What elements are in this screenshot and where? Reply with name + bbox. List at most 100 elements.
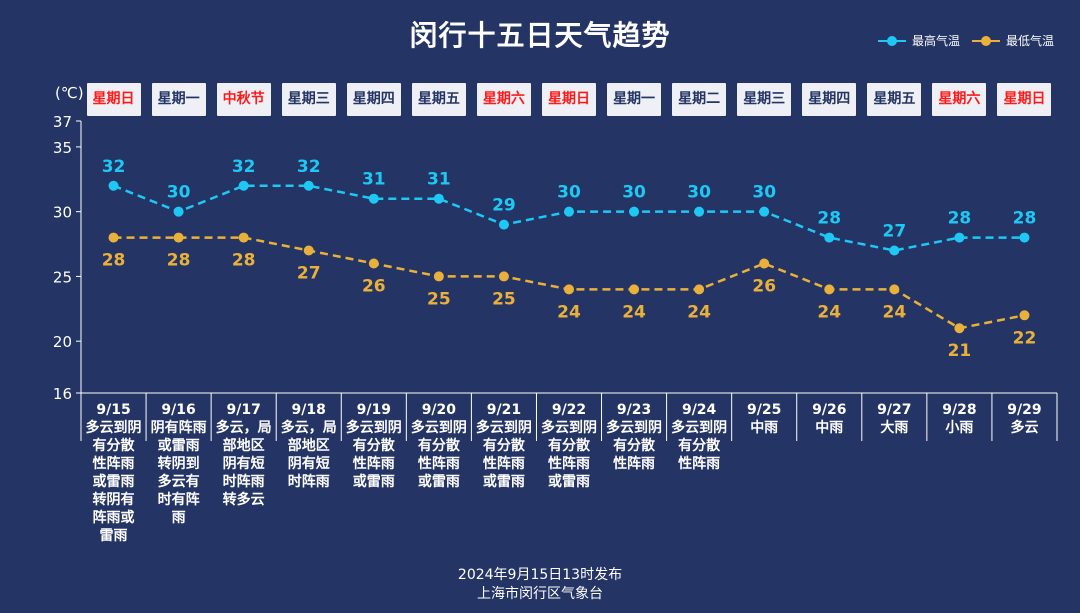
weather-description-line: 性阵雨 (678, 455, 720, 472)
x-tick-label: 9/23 (617, 402, 651, 418)
weather-description-line: 阴有短 (288, 455, 330, 472)
high-temp-point (629, 206, 640, 217)
weather-description-line: 小雨 (945, 420, 973, 436)
weather-description-line: 性阵雨 (93, 455, 135, 472)
high-temp-point (173, 206, 184, 217)
footer: 2024年9月15日13时发布 上海市闵行区气象台 (0, 566, 1080, 604)
publisher: 上海市闵行区气象台 (477, 586, 603, 602)
weekday-label: 星期二 (672, 83, 727, 116)
weather-description-line: 阴有短 (223, 455, 265, 472)
high-temp-label: 30 (167, 183, 191, 203)
weather-description-line: 有分散 (678, 437, 721, 454)
low-temp-label: 26 (752, 276, 776, 296)
weekday-row: 星期日 星期一 中秋节 星期三 星期四 星期五 星期六 星期日 星期一 星期二 星期三 星期四 星期五星… (81, 83, 1057, 117)
weather-description-line: 转多云 (223, 491, 265, 508)
weather-description-line: 多云到阴 (671, 419, 727, 436)
high-temp-point (238, 180, 249, 191)
x-tick-label: 9/25 (747, 402, 781, 418)
legend: 最高气温 最低气温 (866, 32, 1054, 49)
y-tick-label: 35 (53, 139, 72, 157)
high-temp-point (368, 193, 379, 204)
low-temp-point (498, 271, 509, 282)
weather-description-line: 多云到阴 (346, 419, 402, 436)
high-temp-label: 31 (427, 170, 451, 190)
x-tick-label: 9/26 (812, 402, 846, 418)
low-temp-point (368, 258, 379, 269)
high-temp-point (433, 193, 444, 204)
low-temp-point (108, 232, 119, 243)
weather-description-line: 时阵雨 (223, 473, 265, 490)
low-temp-point (954, 323, 965, 334)
low-temp-label: 28 (102, 251, 126, 271)
high-temp-point (564, 206, 574, 217)
low-temp-label: 27 (297, 264, 321, 284)
high-temp-point (954, 232, 965, 243)
weather-description-line: 阴有阵雨 (151, 419, 207, 436)
high-temp-label: 31 (362, 170, 386, 190)
weekday-label: 星期一 (607, 83, 662, 116)
weekday-label: 星期三 (281, 83, 336, 116)
x-tick-label: 9/17 (226, 402, 260, 418)
weekday-label: 星期一 (151, 83, 206, 116)
low-temp-label: 24 (557, 302, 581, 322)
weather-description-line: 性阵雨 (613, 455, 655, 472)
publish-time: 2024年9月15日13时发布 (457, 567, 623, 583)
high-temp-label: 32 (297, 157, 321, 177)
low-temp-label: 24 (687, 302, 711, 322)
legend-item-low[interactable]: 最低气温 (971, 32, 1054, 49)
low-temp-label: 24 (622, 302, 646, 322)
weather-description-line: 或雷雨 (418, 473, 460, 490)
weather-description-line: 性阵雨 (483, 455, 525, 472)
weekday-label: 星期六 (932, 83, 987, 116)
high-temp-label: 28 (948, 209, 972, 229)
weather-description-line: 或雷雨 (93, 473, 135, 490)
weather-description-line: 部地区 (223, 437, 265, 454)
y-tick-label: 25 (53, 268, 72, 286)
low-temp-point (759, 258, 770, 269)
weather-description-line: 性阵雨 (353, 455, 395, 472)
weather-description-line: 雨 (172, 510, 186, 526)
high-temp-point (1019, 232, 1030, 243)
high-temp-label: 29 (492, 196, 516, 216)
weather-description-line: 多云有 (158, 473, 200, 490)
high-temp-label: 32 (102, 157, 126, 177)
x-tick-label: 9/29 (1007, 402, 1041, 418)
weekday-label: 星期日 (542, 83, 596, 116)
high-temp-label: 30 (557, 183, 581, 203)
legend-item-high[interactable]: 最高气温 (877, 32, 960, 49)
low-temp-label: 24 (882, 302, 906, 322)
high-temp-point (498, 219, 509, 230)
weather-description-line: 有分散 (93, 437, 136, 454)
legend-low-marker-icon (971, 35, 1000, 46)
chart-title: 闵行十五日天气趋势 (409, 19, 671, 52)
weather-description-line: 有分散 (613, 437, 656, 454)
low-temp-label: 28 (232, 251, 256, 271)
weather-description-line: 多云到阴 (541, 419, 597, 436)
x-tick-label: 9/20 (422, 402, 457, 418)
x-tick-label: 9/18 (292, 402, 326, 418)
y-tick-label: 37 (53, 113, 72, 131)
weather-description-line: 或雷雨 (353, 473, 395, 490)
weather-description-line: 性阵雨 (548, 455, 590, 472)
x-tick-label: 9/27 (877, 402, 911, 418)
weather-description-line: 雷雨 (100, 527, 128, 544)
weekday-label: 星期六 (476, 83, 531, 116)
x-tick-label: 9/16 (161, 402, 195, 418)
high-temp-label: 30 (622, 183, 646, 203)
weather-description-line: 阵雨或 (93, 509, 135, 526)
weather-description-line: 有分散 (483, 437, 526, 454)
low-temp-point (238, 232, 249, 243)
weather-description-line: 或雷雨 (158, 437, 200, 454)
legend-high-label: 最高气温 (911, 34, 960, 48)
high-temp-point (889, 245, 900, 256)
weather-description-line: 有分散 (548, 437, 591, 454)
high-temp-label: 30 (752, 183, 776, 203)
high-temp-label: 32 (232, 157, 256, 177)
weather-description-line: 有分散 (418, 437, 461, 454)
high-temp-point (759, 206, 770, 217)
high-temp-label: 28 (1013, 209, 1037, 229)
weather-description-line: 时有阵 (158, 491, 200, 508)
weather-description-line: 或雷雨 (548, 473, 590, 490)
x-tick-label: 9/28 (942, 402, 976, 418)
low-temp-label: 24 (817, 302, 841, 322)
